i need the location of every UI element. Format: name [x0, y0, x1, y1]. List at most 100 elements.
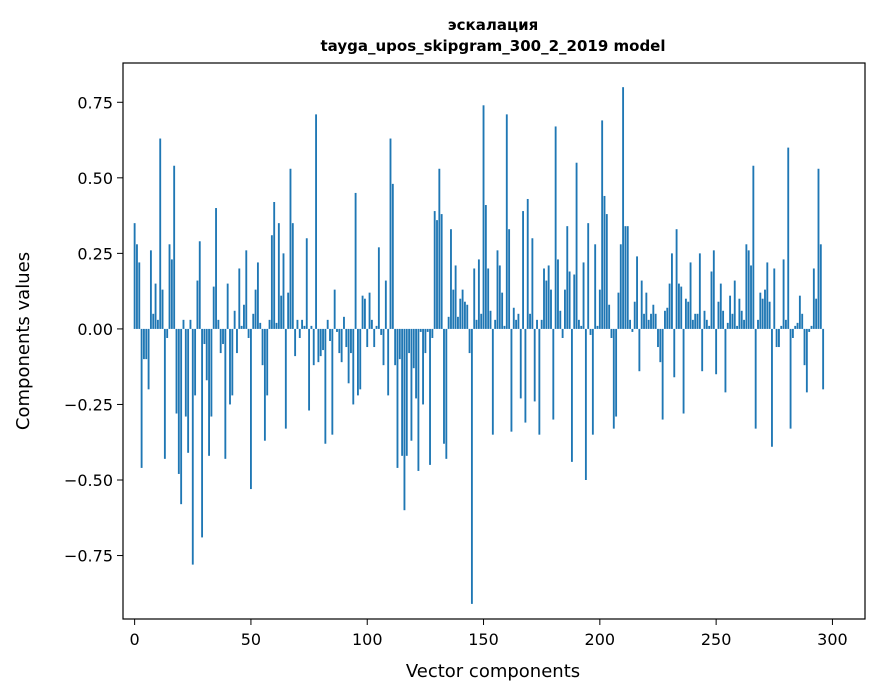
bar	[457, 316, 459, 329]
bar	[487, 268, 490, 329]
bar	[208, 328, 210, 456]
bar	[261, 328, 264, 366]
bar	[201, 328, 204, 538]
bar	[277, 223, 280, 329]
bar-series	[133, 87, 825, 604]
bar	[480, 313, 483, 329]
bar	[729, 295, 732, 329]
x-tick-label: 0	[130, 630, 140, 649]
bar	[145, 328, 148, 360]
bar	[475, 319, 478, 329]
bar	[375, 325, 378, 329]
bar	[322, 328, 324, 351]
bar	[482, 105, 485, 329]
bar	[775, 328, 778, 348]
bar	[245, 250, 248, 329]
bar	[273, 202, 276, 329]
bar	[559, 310, 562, 329]
x-tick-label: 50	[241, 630, 261, 649]
bar	[715, 328, 718, 375]
bar	[564, 289, 566, 329]
bar	[370, 319, 373, 329]
bar	[738, 298, 741, 329]
bar	[633, 301, 636, 329]
bar	[138, 262, 141, 329]
bar	[477, 259, 480, 329]
bar	[219, 328, 222, 354]
bar	[603, 195, 606, 329]
bar	[403, 328, 406, 511]
bar	[433, 211, 436, 329]
bar	[778, 328, 780, 348]
bar	[168, 244, 171, 329]
y-tick-label: 0.75	[77, 93, 113, 112]
bar	[226, 283, 229, 329]
bar	[161, 289, 164, 329]
bar	[159, 138, 162, 329]
bar	[524, 328, 527, 423]
bar	[289, 168, 292, 329]
bar	[605, 214, 608, 329]
bar	[801, 313, 804, 329]
bar	[243, 304, 245, 329]
bar	[338, 328, 341, 354]
bar	[491, 328, 494, 435]
bar	[317, 328, 320, 363]
bar	[319, 328, 322, 357]
bar	[638, 328, 641, 372]
bar	[745, 244, 748, 329]
bar	[347, 328, 350, 384]
chart-title-line1: эскалация	[448, 16, 538, 34]
y-tick-label: 0.25	[77, 244, 113, 263]
bar	[212, 286, 215, 329]
bar	[389, 138, 392, 329]
bar	[687, 301, 690, 329]
bar	[743, 319, 745, 329]
bar	[238, 268, 241, 329]
x-tick-label: 250	[701, 630, 732, 649]
bar	[419, 328, 422, 332]
bar	[143, 328, 145, 360]
bar	[589, 328, 592, 335]
bar	[538, 328, 541, 435]
bar	[780, 325, 783, 329]
bar	[398, 328, 401, 360]
bar	[694, 313, 697, 329]
bar	[377, 247, 380, 329]
bar	[515, 319, 518, 329]
bar	[696, 313, 699, 329]
bar	[796, 322, 799, 329]
bar	[489, 310, 492, 329]
bar	[784, 319, 787, 329]
bar	[194, 328, 197, 396]
bar	[647, 319, 650, 329]
bar	[789, 328, 792, 429]
bar	[191, 328, 194, 565]
bar	[624, 226, 627, 329]
bar	[298, 328, 301, 338]
bar	[224, 328, 227, 459]
y-tick-label: −0.50	[64, 471, 113, 490]
bar	[384, 280, 387, 329]
bar	[373, 328, 376, 348]
bar	[591, 328, 594, 435]
bar	[636, 256, 638, 329]
bar	[608, 304, 611, 329]
bar	[764, 289, 766, 329]
bar	[810, 325, 813, 329]
bar	[382, 328, 385, 366]
bar	[705, 319, 708, 329]
bar	[340, 328, 343, 363]
bar	[308, 328, 311, 411]
bar	[645, 292, 648, 329]
bar	[180, 328, 183, 505]
bar	[531, 238, 534, 329]
bar	[252, 313, 255, 329]
bar	[726, 322, 729, 329]
bar	[417, 328, 420, 471]
bar	[136, 244, 138, 329]
x-tick-label: 200	[585, 630, 616, 649]
bar	[736, 325, 738, 329]
bar	[177, 328, 180, 474]
bar	[798, 295, 801, 329]
